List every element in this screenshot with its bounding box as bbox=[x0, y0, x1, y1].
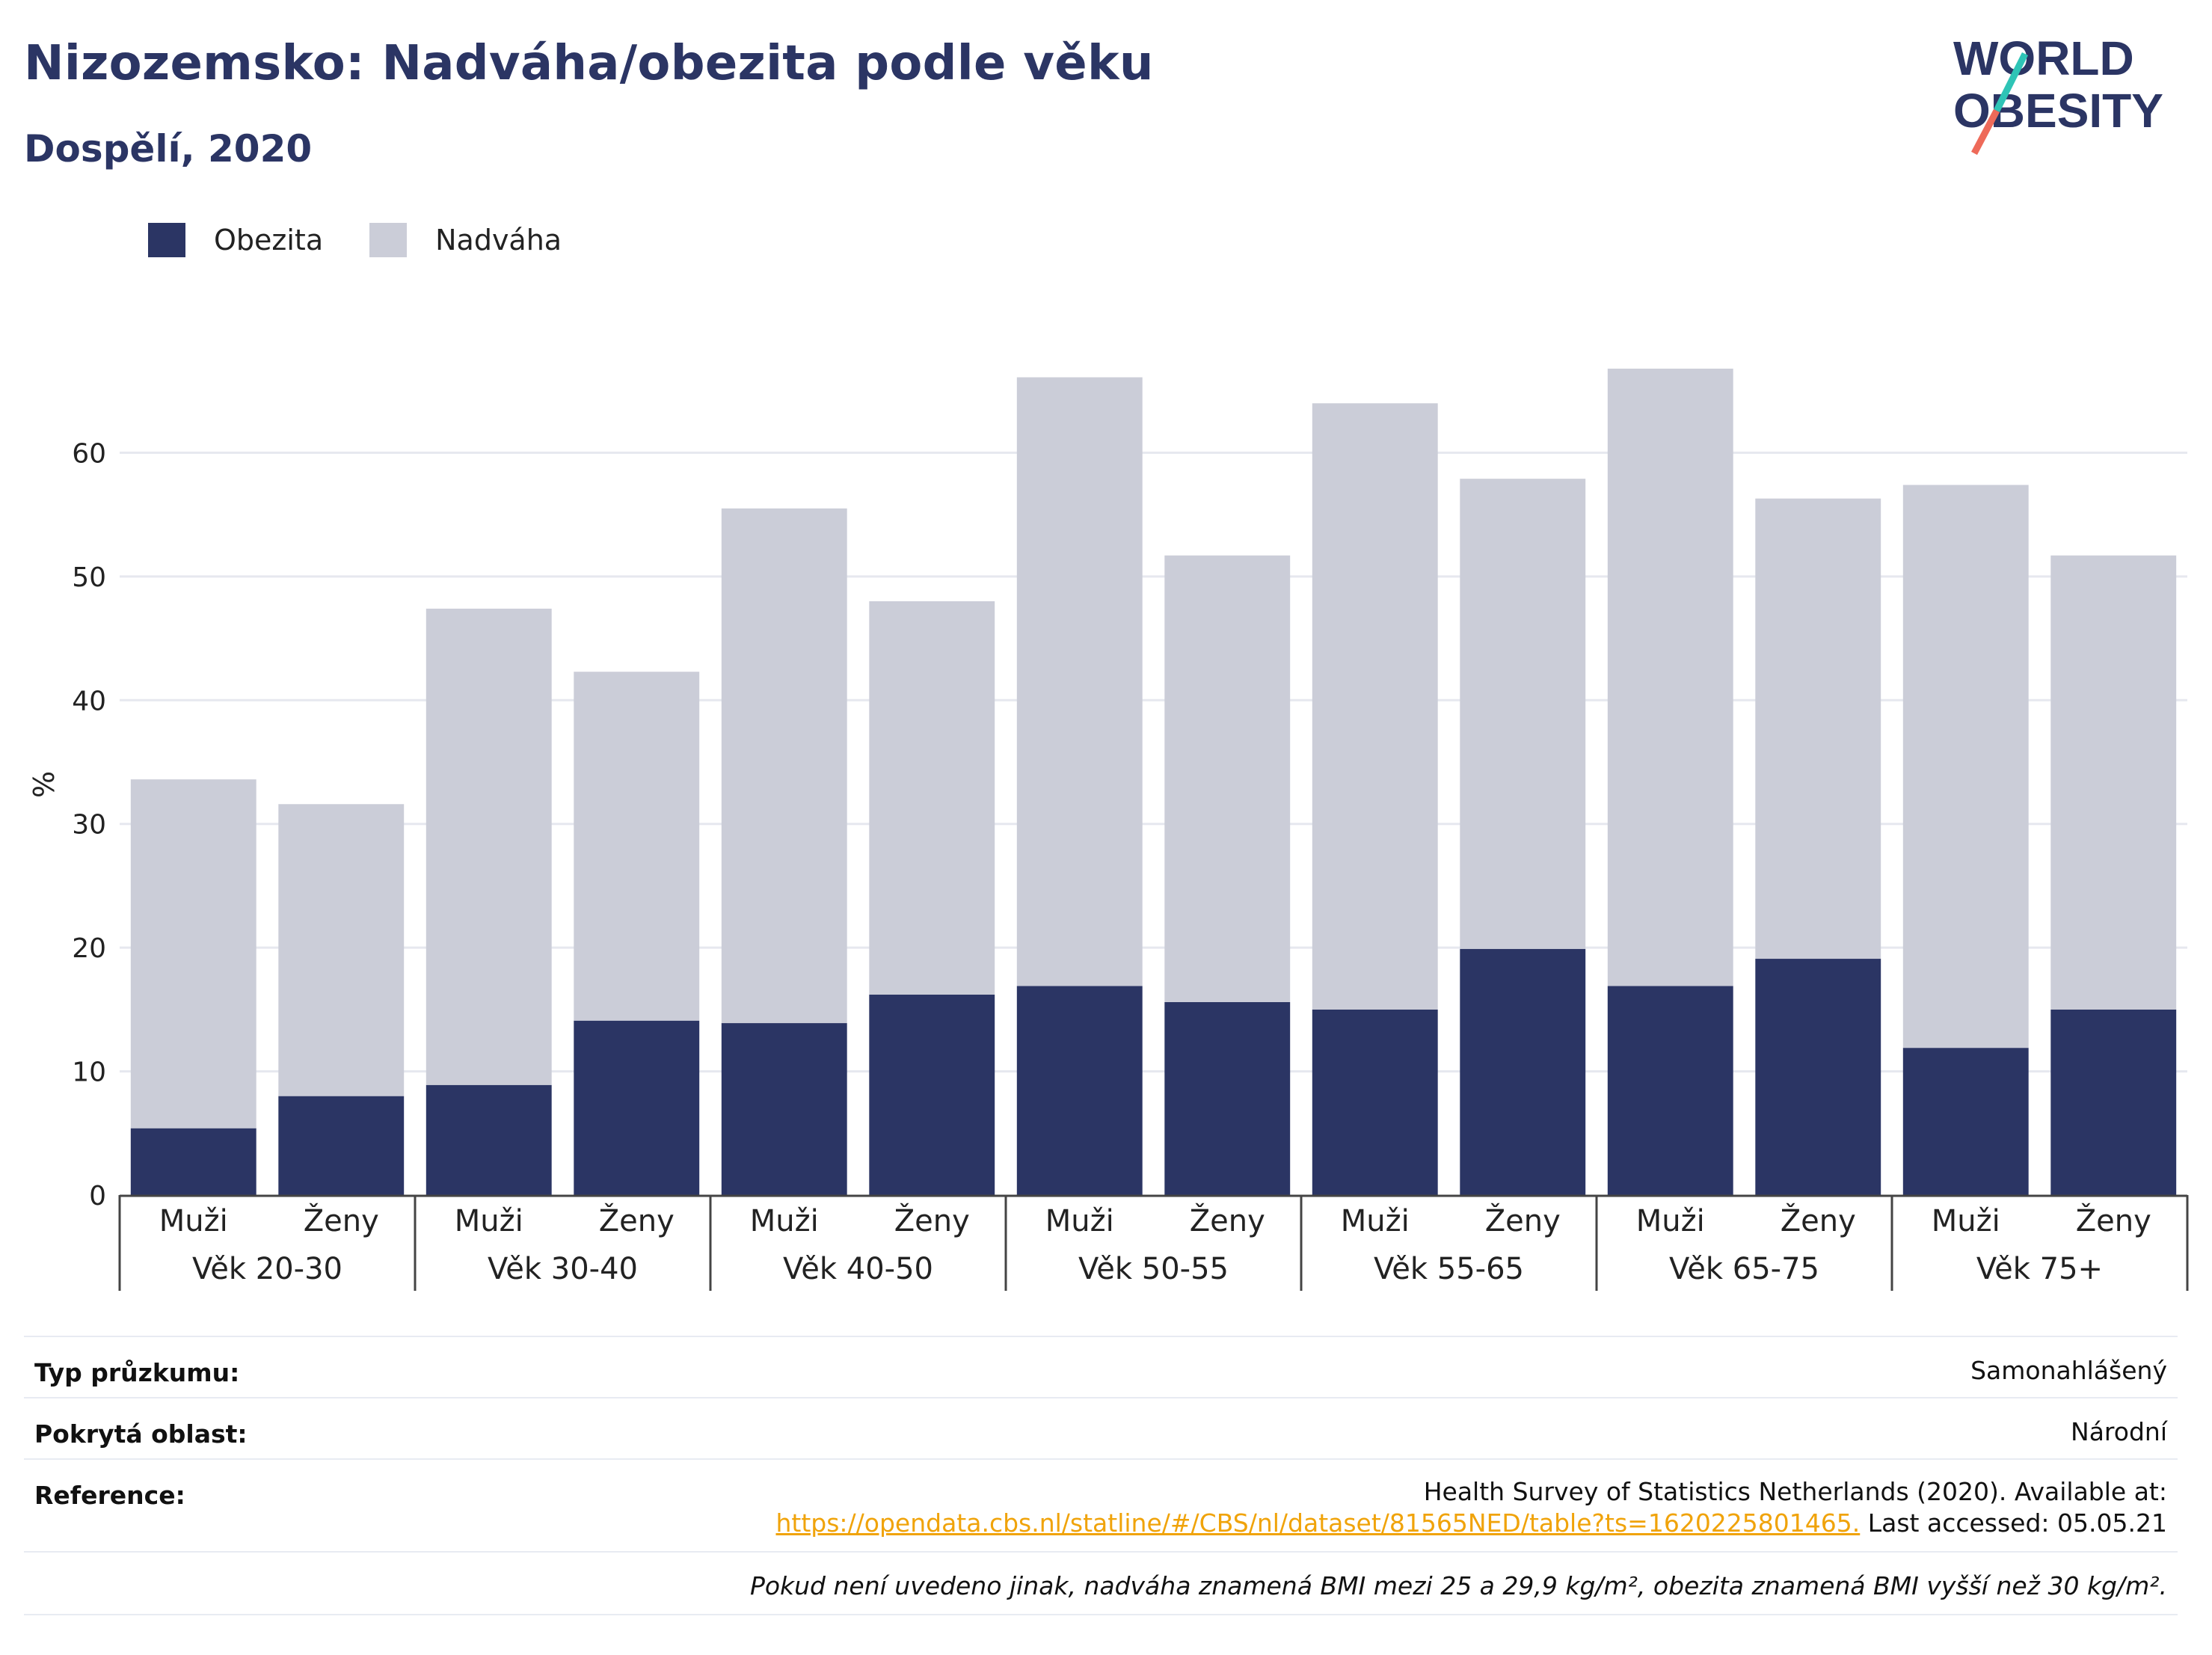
bar-obesity bbox=[1164, 1001, 1291, 1195]
bar-overweight bbox=[425, 608, 552, 1085]
bar-obesity bbox=[1902, 1048, 2029, 1195]
bar-obesity bbox=[1016, 986, 1143, 1195]
bar-overweight bbox=[1164, 555, 1291, 1002]
bar-obesity bbox=[574, 1020, 700, 1195]
reference-line-2: https://opendata.cbs.nl/statline/#/CBS/n… bbox=[775, 1508, 2167, 1539]
bar-overweight bbox=[721, 508, 847, 1024]
y-tick-label: 10 bbox=[72, 1057, 106, 1088]
y-tick-label: 0 bbox=[89, 1181, 106, 1212]
info-row-coverage: Pokrytá oblast: Národní bbox=[24, 1397, 2178, 1460]
bar-obesity bbox=[1312, 1009, 1438, 1195]
bar-overweight bbox=[1755, 498, 1881, 959]
reference-label: Reference: bbox=[34, 1481, 185, 1510]
legend: Obezita Nadváha bbox=[148, 223, 608, 257]
x-subcategory-label: Ženy bbox=[1485, 1203, 1561, 1238]
x-subcategory-label: Muži bbox=[455, 1204, 523, 1238]
x-group-label: Věk 65-75 bbox=[1669, 1252, 1819, 1286]
x-group-label: Věk 40-50 bbox=[783, 1252, 933, 1286]
survey-type-value: Samonahlášený bbox=[1970, 1356, 2167, 1385]
bar-obesity bbox=[130, 1128, 256, 1195]
y-axis-label: % bbox=[28, 771, 61, 798]
x-group-label: Věk 55-65 bbox=[1374, 1252, 1524, 1286]
bar-overweight bbox=[2050, 555, 2177, 1010]
reference-link[interactable]: https://opendata.cbs.nl/statline/#/CBS/n… bbox=[775, 1508, 1861, 1538]
x-subcategory-label: Ženy bbox=[1190, 1203, 1265, 1238]
x-group-label: Věk 50-55 bbox=[1078, 1252, 1229, 1286]
legend-swatch-obesity bbox=[148, 223, 185, 257]
info-row-reference: Reference: Health Survey of Statistics N… bbox=[24, 1458, 2178, 1553]
survey-type-label: Typ průzkumu: bbox=[34, 1358, 240, 1387]
reference-line-1: Health Survey of Statistics Netherlands … bbox=[1423, 1477, 2167, 1506]
logo-line-1: WORLD bbox=[1953, 31, 2134, 85]
logo-red-slash bbox=[1971, 108, 2000, 156]
bar-overweight bbox=[1902, 485, 2029, 1048]
x-group-label: Věk 30-40 bbox=[488, 1252, 638, 1286]
chart-subtitle: Dospělí, 2020 bbox=[24, 127, 313, 171]
bar-obesity bbox=[2050, 1009, 2177, 1195]
legend-label-obesity: Obezita bbox=[214, 224, 324, 257]
bar-overweight bbox=[1016, 377, 1143, 986]
bar-overweight bbox=[869, 601, 995, 995]
coverage-value: Národní bbox=[2071, 1417, 2167, 1446]
legend-item-obesity[interactable]: Obezita bbox=[148, 223, 323, 257]
y-tick-label: 20 bbox=[72, 933, 106, 964]
world-obesity-logo: WORLD OBESITY bbox=[1953, 31, 2163, 156]
bar-overweight bbox=[1460, 479, 1586, 949]
bar-obesity bbox=[1755, 959, 1881, 1195]
bar-overweight bbox=[130, 779, 256, 1129]
info-row-note: Pokud není uvedeno jinak, nadváha znamen… bbox=[24, 1551, 2178, 1615]
x-subcategory-label: Ženy bbox=[894, 1203, 970, 1238]
legend-label-overweight: Nadváha bbox=[435, 224, 562, 257]
bar-obesity bbox=[869, 995, 995, 1195]
y-tick-label: 50 bbox=[72, 562, 106, 593]
x-group-label: Věk 75+ bbox=[1976, 1252, 2103, 1286]
bar-overweight bbox=[1312, 403, 1438, 1010]
bar-obesity bbox=[721, 1023, 847, 1195]
bar-overweight bbox=[1607, 368, 1733, 986]
legend-swatch-overweight bbox=[369, 223, 408, 257]
x-subcategory-label: Muži bbox=[1045, 1204, 1114, 1238]
x-subcategory-label: Ženy bbox=[304, 1203, 379, 1238]
coverage-label: Pokrytá oblast: bbox=[34, 1419, 248, 1449]
logo-teal-slash bbox=[1993, 52, 2029, 113]
x-subcategory-label: Ženy bbox=[2076, 1203, 2151, 1238]
x-subcategory-label: Muži bbox=[1341, 1204, 1410, 1238]
x-subcategory-label: Muži bbox=[159, 1204, 228, 1238]
reference-accessed: Last accessed: 05.05.21 bbox=[1860, 1508, 2167, 1538]
bar-obesity bbox=[1607, 986, 1733, 1195]
y-tick-label: 40 bbox=[72, 686, 106, 716]
x-group-label: Věk 20-30 bbox=[192, 1252, 342, 1286]
chart-title: Nizozemsko: Nadváha/obezita podle věku bbox=[24, 36, 1154, 91]
x-subcategory-label: Ženy bbox=[599, 1203, 675, 1238]
legend-item-overweight[interactable]: Nadváha bbox=[369, 223, 562, 257]
x-subcategory-label: Ženy bbox=[1781, 1203, 1856, 1238]
bar-obesity bbox=[278, 1096, 405, 1195]
x-subcategory-label: Muži bbox=[750, 1204, 819, 1238]
x-subcategory-label: Muži bbox=[1636, 1204, 1705, 1238]
definition-note: Pokud není uvedeno jinak, nadváha znamen… bbox=[749, 1571, 2167, 1600]
stacked-bar-chart: 0 10 20 30 40 50 60% Muži Ženy Muži Ženy Muži Ženy Mu… bbox=[28, 368, 2189, 1291]
bar-obesity bbox=[1460, 948, 1586, 1195]
bar-overweight bbox=[278, 804, 405, 1096]
reference-value: Health Survey of Statistics Netherlands … bbox=[775, 1476, 2167, 1539]
bar-overweight bbox=[574, 672, 700, 1021]
bar-obesity bbox=[425, 1084, 552, 1195]
info-row-survey-type: Typ průzkumu: Samonahlášený bbox=[24, 1336, 2178, 1398]
y-tick-label: 60 bbox=[72, 438, 106, 469]
y-tick-label: 30 bbox=[72, 810, 106, 841]
x-subcategory-label: Muži bbox=[1932, 1204, 2000, 1238]
